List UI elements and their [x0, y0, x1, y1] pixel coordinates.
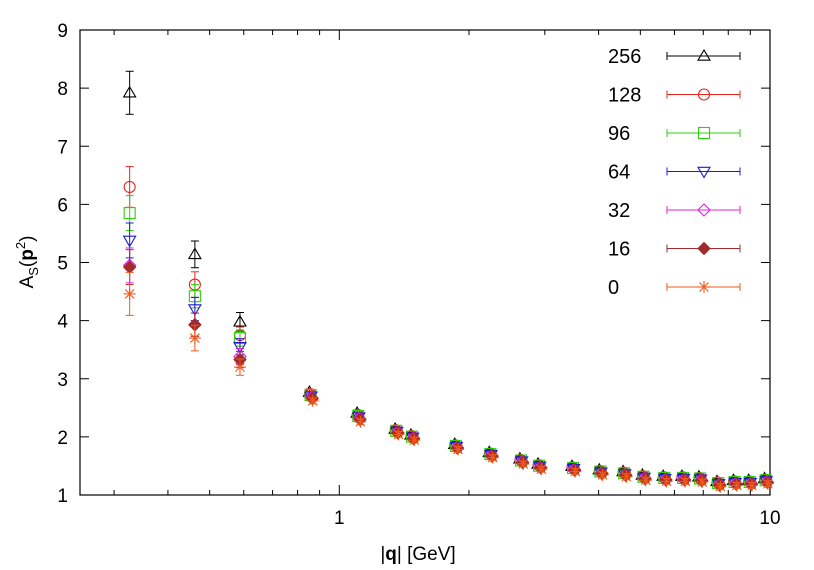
- y-tick-label: 4: [57, 312, 68, 333]
- series-32: [122, 247, 774, 492]
- marker-star-d2: [763, 478, 773, 489]
- marker-star-d2: [680, 476, 691, 487]
- legend-item-128: 128: [608, 85, 741, 107]
- marker-star-d2: [536, 464, 547, 475]
- marker-triangle-up: [233, 314, 247, 327]
- marker-star-d2: [597, 470, 608, 480]
- legend-item-64: 64: [608, 162, 741, 184]
- marker-star-d2: [518, 459, 529, 469]
- marker-star-d2: [715, 481, 726, 492]
- series-128: [123, 166, 772, 489]
- y-axis-label-main: A: [17, 275, 38, 288]
- marker-triangle-down: [233, 342, 247, 354]
- marker-triangle-down: [697, 166, 711, 179]
- y-tick-label: 1: [57, 486, 68, 507]
- marker-triangle-up: [187, 247, 202, 260]
- y-tick-label: 6: [57, 195, 68, 216]
- y-axis-label-bold: p: [17, 249, 38, 261]
- marker-square: [697, 126, 711, 140]
- y-tick-label: 3: [57, 370, 68, 391]
- legend-item-256: 256: [608, 46, 741, 68]
- marker-star-d2: [409, 435, 420, 446]
- marker-star-d2: [747, 480, 757, 491]
- marker-triangle-up: [697, 48, 711, 61]
- legend-label: 128: [608, 85, 641, 107]
- marker-star-d2: [640, 475, 651, 486]
- legend-label: 96: [608, 123, 630, 145]
- marker-star-d2: [307, 395, 318, 406]
- x-axis-label: |q| [GeV]: [380, 544, 455, 565]
- plot-frame: [79, 29, 771, 496]
- legend-label: 64: [608, 162, 630, 184]
- marker-star-d2: [699, 282, 709, 292]
- series-16: [122, 249, 775, 493]
- series-0: [123, 271, 774, 493]
- legend-item-32: 32: [608, 200, 741, 222]
- marker-square: [123, 207, 136, 220]
- marker-star-d2: [621, 471, 632, 482]
- marker-star-d2: [697, 477, 708, 487]
- legend-item-0: 0: [608, 277, 741, 299]
- marker-star-d2: [189, 333, 200, 343]
- legend-label: 256: [608, 46, 641, 68]
- marker-star-d2: [453, 444, 463, 455]
- y-axis-label-open: (: [17, 260, 38, 267]
- tick-labels-layer: 1 2 3 4 5 6 7 8 9 1 10: [57, 21, 780, 529]
- marker-star-d2: [355, 416, 366, 427]
- legend-item-16: 16: [608, 239, 741, 261]
- marker-triangle-down: [122, 235, 137, 248]
- marker-star-d2: [487, 452, 498, 463]
- x-tick-label: 1: [334, 508, 345, 529]
- x-axis-label-suffix: | [GeV]: [397, 544, 456, 565]
- y-tick-label: 9: [57, 21, 68, 42]
- marker-star-d2: [235, 362, 245, 373]
- y-axis-label-subscript: S: [26, 267, 41, 276]
- series-64: [122, 222, 774, 491]
- marker-triangle-down: [187, 304, 202, 317]
- marker-star-d2: [393, 429, 404, 440]
- marker-star-d2: [124, 288, 135, 299]
- x-tick-label: 10: [759, 508, 780, 529]
- data-points-layer: [122, 70, 775, 493]
- marker-circle: [697, 88, 711, 101]
- legend-label: 0: [608, 277, 619, 299]
- marker-star-d2: [661, 476, 672, 487]
- y-tick-label: 7: [57, 137, 68, 158]
- marker-star-d2: [570, 466, 581, 477]
- y-tick-label: 2: [57, 428, 68, 449]
- legend-item-96: 96: [608, 123, 741, 145]
- marker-triangle-up: [122, 85, 137, 98]
- y-tick-label: 5: [57, 254, 68, 275]
- legend-label: 32: [608, 200, 630, 222]
- marker-diamond: [697, 203, 711, 217]
- y-axis-label: AS(p2): [13, 236, 41, 289]
- series-96: [123, 195, 772, 490]
- legend-label: 16: [608, 239, 630, 261]
- marker-diamond-filled: [697, 241, 711, 256]
- marker-circle: [123, 180, 136, 193]
- y-axis-label-close: ): [17, 236, 38, 242]
- y-tick-label: 8: [57, 79, 68, 100]
- marker-star-d2: [731, 480, 742, 491]
- x-axis-label-bold: q: [385, 544, 397, 565]
- axis-ticks-layer: [80, 29, 771, 496]
- legend: 256 128 96 64 32 16 0: [608, 46, 741, 299]
- y-axis-label-superscript: 2: [13, 242, 28, 249]
- x-axis-label-prefix: |: [380, 544, 385, 565]
